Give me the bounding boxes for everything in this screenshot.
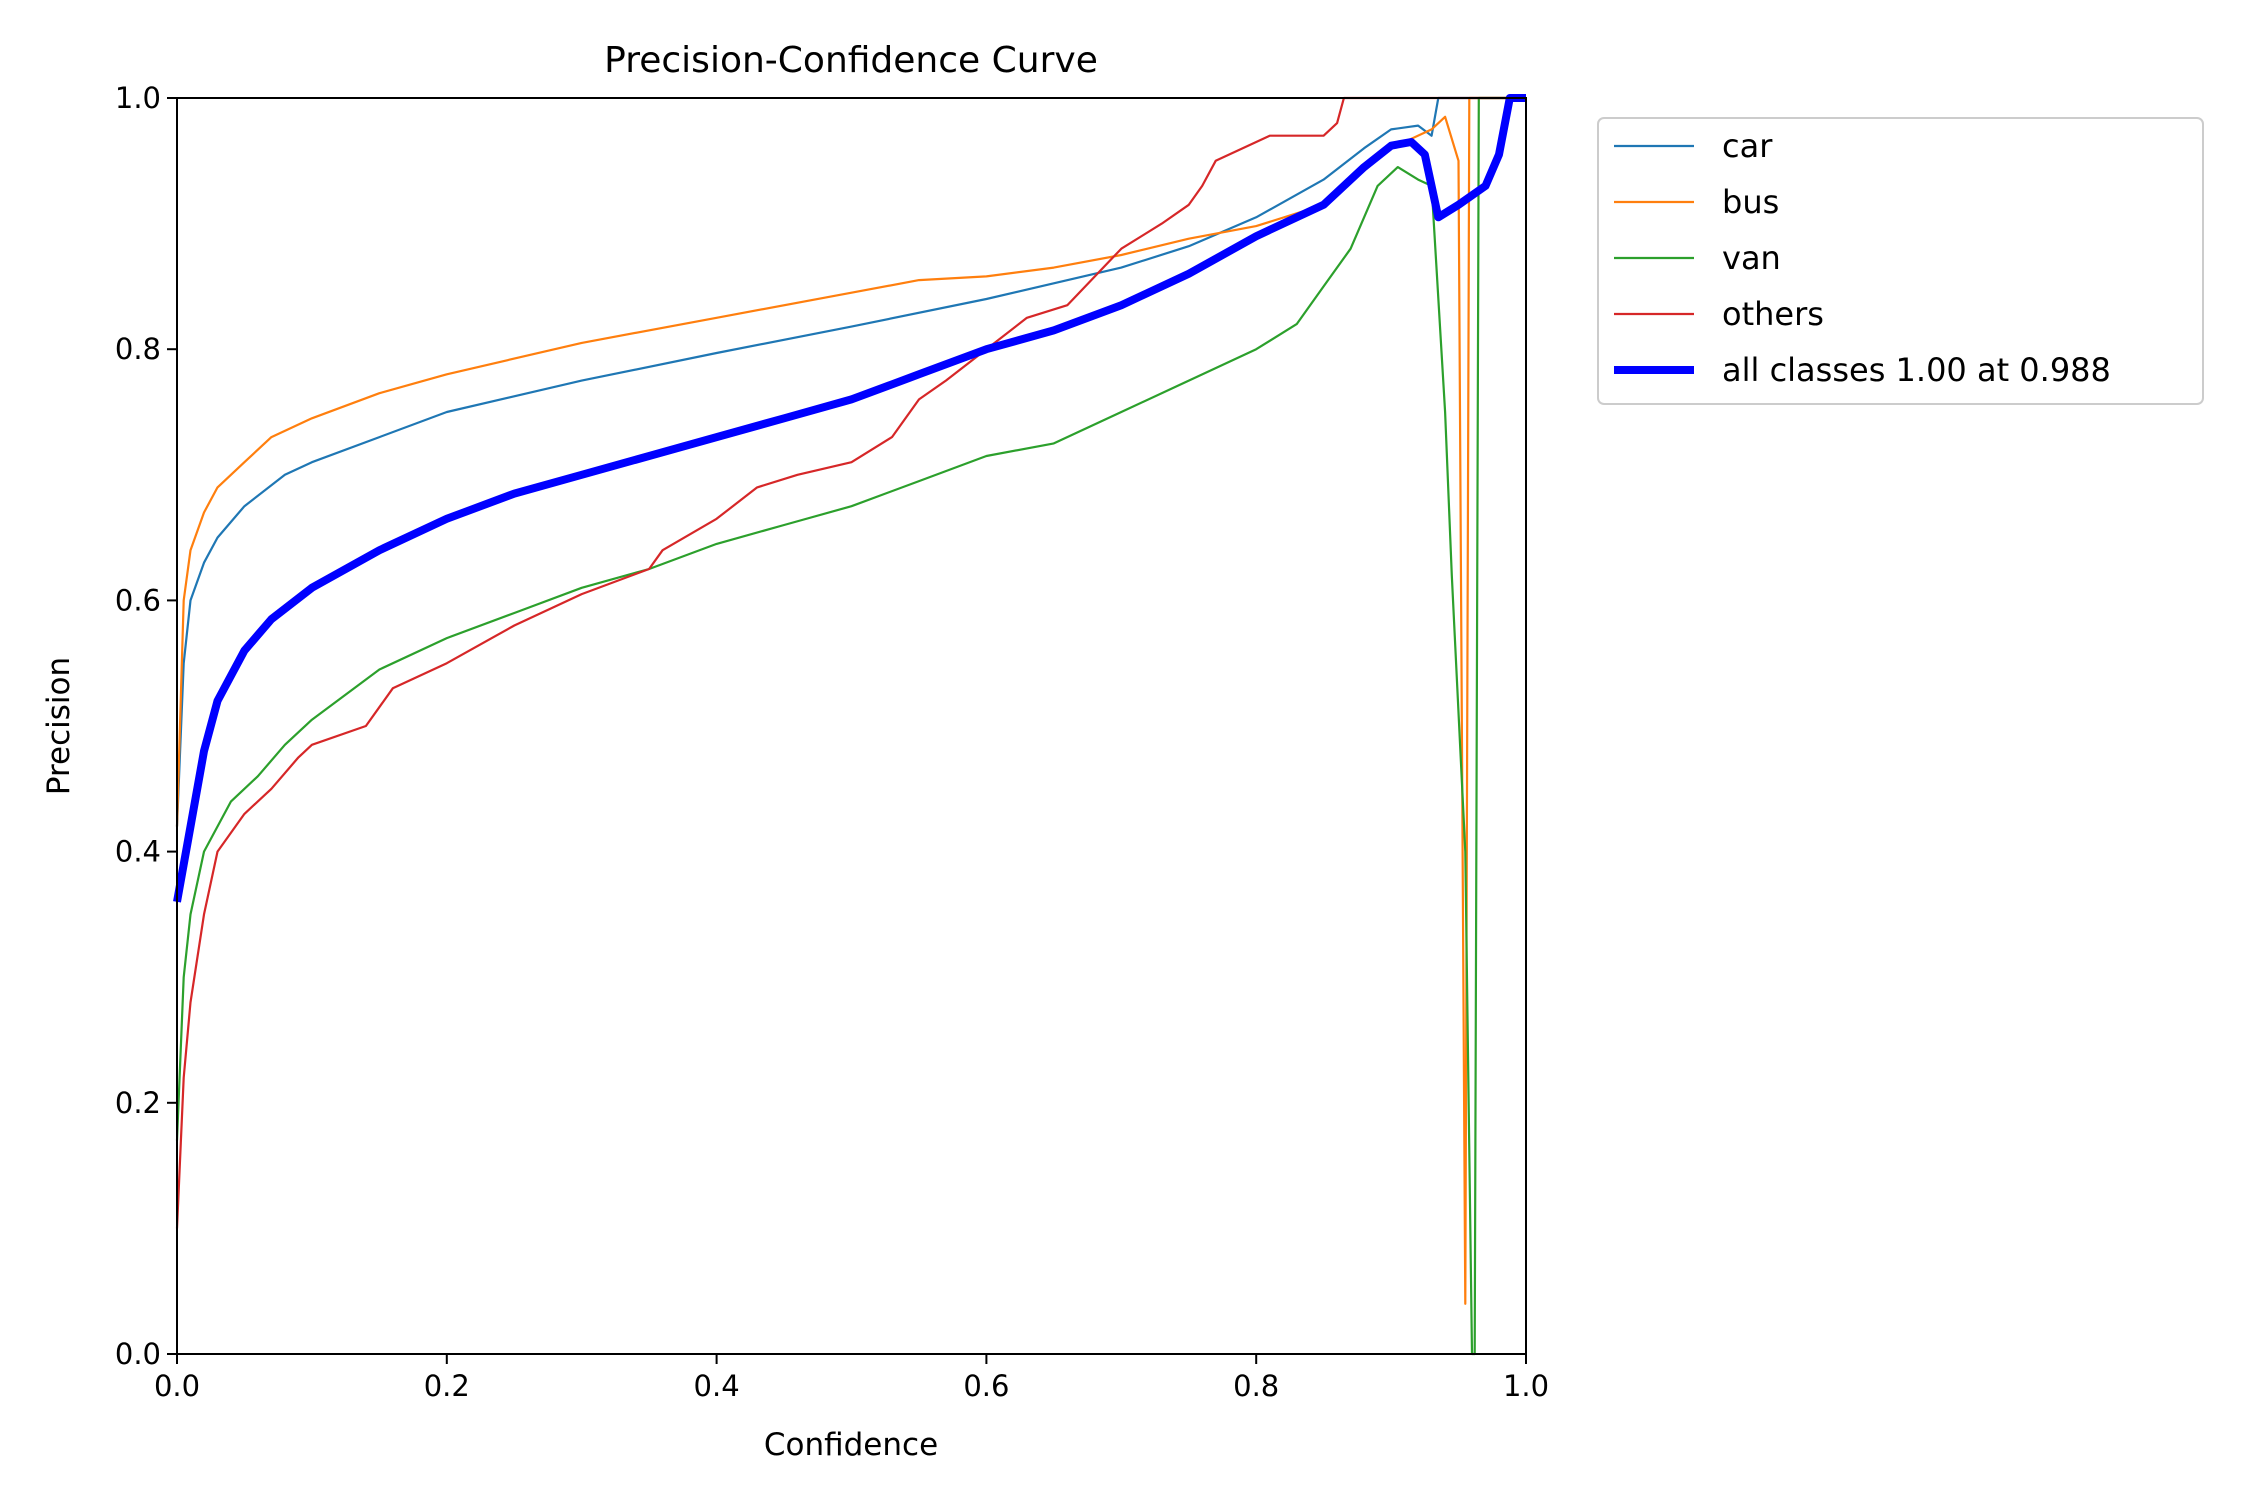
- y-tick-label: 0.6: [115, 583, 161, 617]
- legend-label-all: all classes 1.00 at 0.988: [1722, 351, 2111, 389]
- legend-label-van: van: [1722, 239, 1781, 277]
- series-line-van: [175, 96, 1526, 1356]
- y-tick-label: 0.2: [115, 1086, 161, 1120]
- legend-label-bus: bus: [1722, 183, 1779, 221]
- series-line-others: [175, 96, 1526, 1229]
- legend-box: [1597, 117, 2204, 405]
- series-line-bus: [175, 96, 1526, 1305]
- y-tick-label: 0.8: [115, 332, 161, 366]
- x-tick-label: 0.0: [154, 1369, 200, 1403]
- x-tick-label: 0.2: [424, 1369, 470, 1403]
- x-tick-label: 0.4: [694, 1369, 740, 1403]
- x-axis-label: Confidence: [764, 1427, 938, 1463]
- y-axis-ticks: 0.0 0.2 0.4 0.6 0.8 1.0: [115, 81, 177, 1371]
- legend: car bus van others all classes 1.00 at 0.988: [1597, 117, 2204, 405]
- x-axis-ticks: 0.0 0.2 0.4 0.6 0.8 1.0: [154, 1354, 1549, 1403]
- y-tick-label: 0.4: [115, 835, 161, 869]
- series-line-car: [175, 96, 1526, 827]
- chart-title: Precision-Confidence Curve: [604, 40, 1098, 81]
- axes-frame: [176, 97, 1527, 1355]
- y-tick-label: 1.0: [115, 81, 161, 115]
- x-tick-label: 0.8: [1233, 1369, 1279, 1403]
- y-tick-label: 0.0: [115, 1337, 161, 1371]
- series-line-all: [173, 94, 1526, 903]
- x-tick-label: 1.0: [1503, 1369, 1549, 1403]
- y-axis-label: Precision: [41, 657, 77, 795]
- x-tick-label: 0.6: [963, 1369, 1009, 1403]
- plot-lines: [173, 94, 1526, 1356]
- legend-label-car: car: [1722, 127, 1773, 165]
- legend-label-others: others: [1722, 295, 1824, 333]
